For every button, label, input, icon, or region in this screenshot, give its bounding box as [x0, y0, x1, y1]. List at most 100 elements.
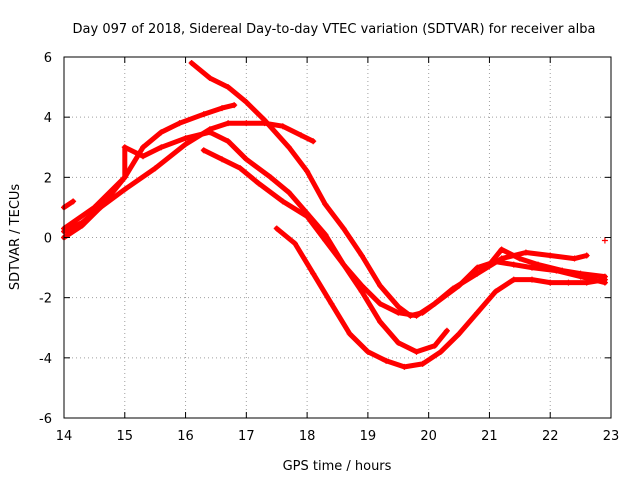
data-point [346, 330, 353, 337]
data-point [285, 144, 292, 151]
series-track-d [61, 198, 77, 211]
data-point [121, 186, 128, 193]
data-point [219, 156, 226, 163]
data-point [182, 141, 189, 148]
data-point [328, 300, 335, 307]
data-point [395, 303, 402, 310]
data-point [255, 180, 262, 187]
x-tick-label: 17 [238, 429, 255, 444]
data-point [231, 102, 238, 109]
data-point [377, 300, 384, 307]
series-track [61, 102, 237, 231]
y-tick-label: 2 [44, 171, 52, 186]
data-point [358, 282, 365, 289]
data-point [279, 198, 286, 205]
x-tick-label: 16 [177, 429, 194, 444]
x-axis-label: GPS time / hours [283, 459, 392, 474]
x-tick-label: 15 [117, 429, 134, 444]
data-point [298, 132, 305, 139]
series-track-e [61, 129, 450, 355]
data-point [340, 225, 347, 232]
data-series [61, 60, 608, 370]
data-point [456, 282, 463, 289]
data-point [528, 276, 535, 283]
data-point [121, 144, 128, 151]
data-point [419, 360, 426, 367]
chart-title: Day 097 of 2018, Sidereal Day-to-day VTE… [73, 22, 596, 37]
series-track [61, 198, 76, 210]
data-point [225, 84, 232, 91]
data-point [285, 189, 292, 196]
data-point [456, 330, 463, 337]
data-point [310, 138, 317, 145]
data-point [510, 276, 517, 283]
data-point [322, 237, 329, 244]
y-tick-label: -4 [39, 352, 52, 367]
data-point [535, 261, 542, 268]
series-outlier [601, 237, 608, 244]
data-point [225, 120, 232, 127]
data-point [413, 348, 420, 355]
x-tick-label: 14 [56, 429, 73, 444]
data-point [158, 129, 165, 136]
data-point [498, 246, 505, 253]
y-tick-label: -2 [39, 292, 52, 307]
data-point [279, 123, 286, 130]
data-point [571, 255, 578, 262]
data-point [267, 174, 274, 181]
series-track-h [486, 246, 608, 280]
data-point [383, 357, 390, 364]
data-point [70, 198, 77, 205]
data-point [225, 138, 232, 145]
data-point [152, 165, 159, 172]
grid-lines [64, 57, 611, 418]
data-point [547, 252, 554, 259]
data-point [395, 309, 402, 316]
data-point [431, 342, 438, 349]
data-point [601, 237, 608, 244]
data-point [91, 204, 98, 211]
data-point [176, 120, 183, 127]
series-track-g [273, 225, 608, 370]
x-tick-label: 21 [481, 429, 498, 444]
x-tick-label: 23 [603, 429, 620, 444]
series-track [61, 129, 450, 355]
data-point [522, 249, 529, 256]
data-point [358, 288, 365, 295]
data-point [492, 288, 499, 295]
data-point [237, 165, 244, 172]
data-point [97, 204, 104, 211]
data-point [565, 279, 572, 286]
data-point [395, 339, 402, 346]
y-tick-label: -6 [39, 412, 52, 427]
data-point [474, 264, 481, 271]
series-track-f [200, 147, 608, 319]
y-tick-label: 0 [44, 232, 52, 247]
data-point [140, 144, 147, 151]
data-point [310, 270, 317, 277]
data-point [516, 255, 523, 262]
data-point [261, 120, 268, 127]
data-point [583, 252, 590, 259]
data-point [547, 279, 554, 286]
data-point [431, 300, 438, 307]
data-point [528, 264, 535, 271]
data-point [340, 261, 347, 268]
data-point [273, 225, 280, 232]
x-tick-label: 20 [420, 429, 437, 444]
data-point [364, 348, 371, 355]
data-point [79, 222, 86, 229]
series-track-c [61, 102, 238, 232]
data-point [601, 273, 608, 280]
data-point [377, 282, 384, 289]
data-point [140, 153, 147, 160]
data-point [206, 129, 213, 136]
data-point [200, 147, 207, 154]
data-point [304, 213, 311, 220]
data-point [243, 120, 250, 127]
data-point [243, 156, 250, 163]
data-point [358, 252, 365, 259]
data-point [188, 60, 195, 67]
y-axis-label: SDTVAR / TECUs [8, 184, 23, 291]
